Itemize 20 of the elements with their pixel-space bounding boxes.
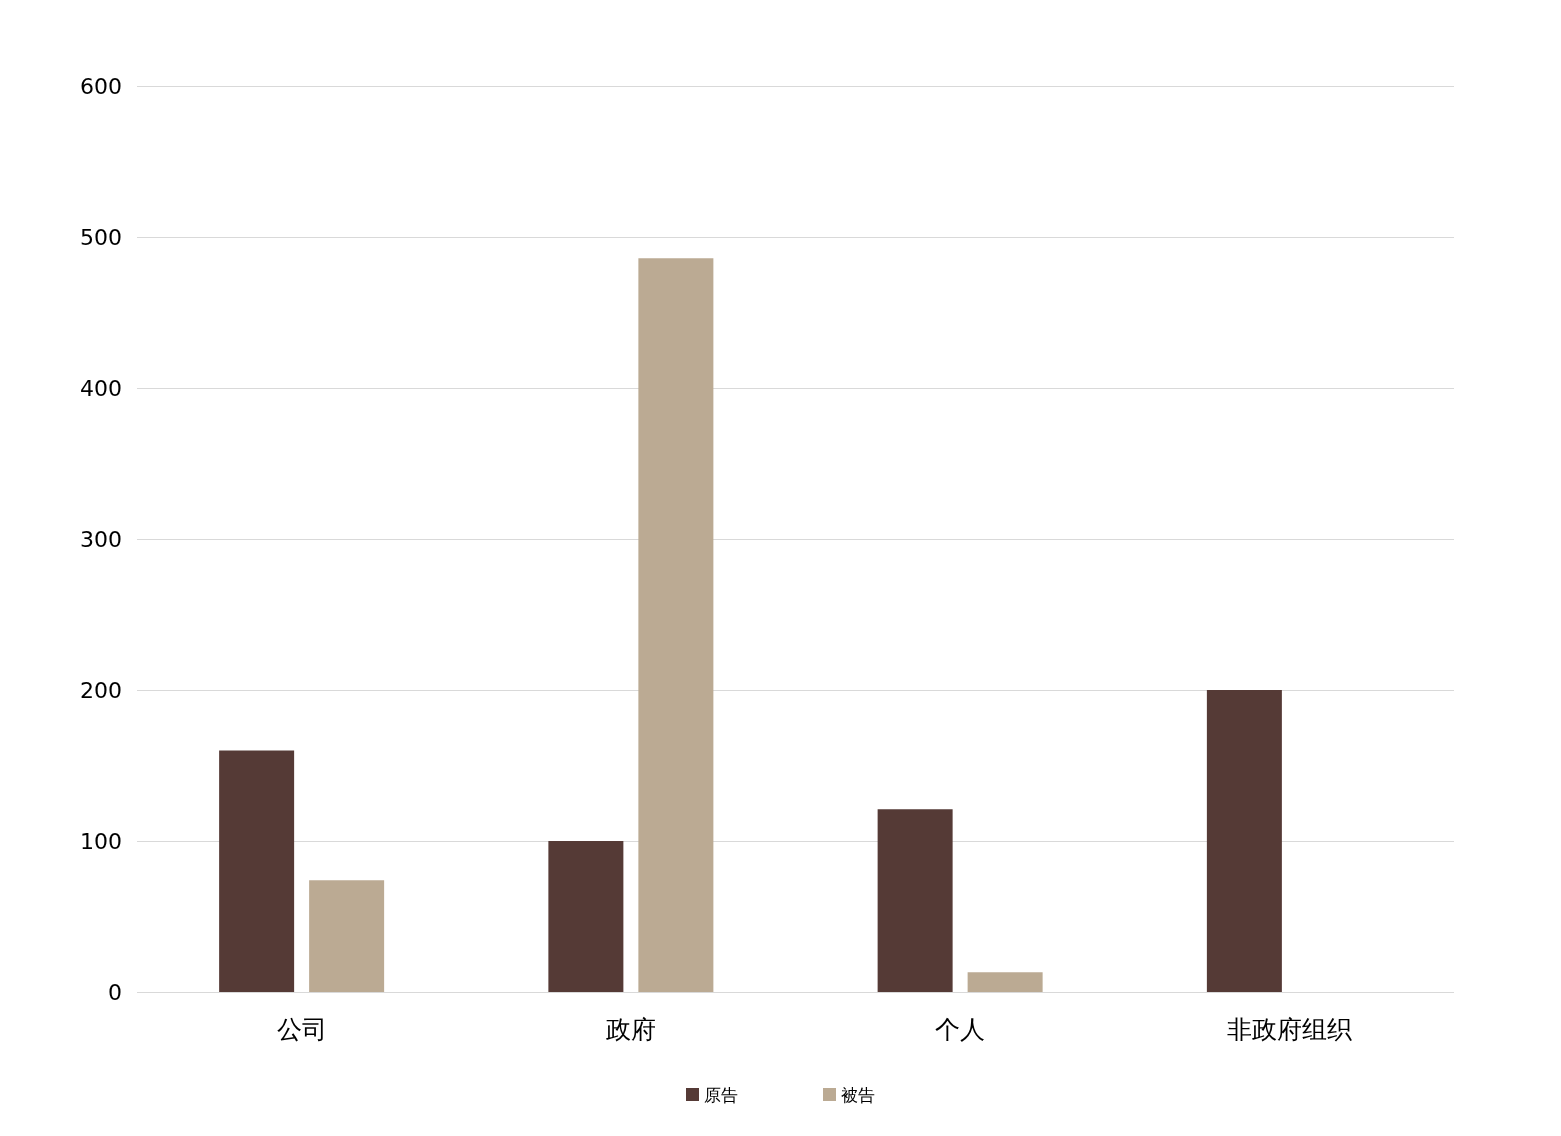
x-tick-label: 政府 (605, 1015, 656, 1044)
y-tick-label: 500 (80, 224, 122, 250)
y-tick-label: 600 (80, 73, 122, 99)
y-tick-label: 400 (80, 375, 122, 401)
bar (967, 972, 1043, 992)
bar (548, 841, 624, 992)
x-tick-label: 个人 (935, 1015, 986, 1044)
y-tick-label: 300 (80, 526, 122, 552)
y-tick-label: 0 (108, 979, 122, 1005)
legend-label: 原告 (704, 1084, 738, 1105)
bar (219, 750, 295, 992)
bar (638, 258, 714, 992)
bar (1206, 690, 1282, 992)
bar (877, 809, 953, 992)
y-tick-label: 200 (80, 677, 122, 703)
x-tick-label: 公司 (276, 1015, 327, 1044)
y-tick-label: 100 (80, 828, 122, 854)
legend-label: 被告 (841, 1084, 875, 1105)
bar (309, 880, 385, 992)
x-tick-label: 非政府组织 (1226, 1015, 1352, 1044)
